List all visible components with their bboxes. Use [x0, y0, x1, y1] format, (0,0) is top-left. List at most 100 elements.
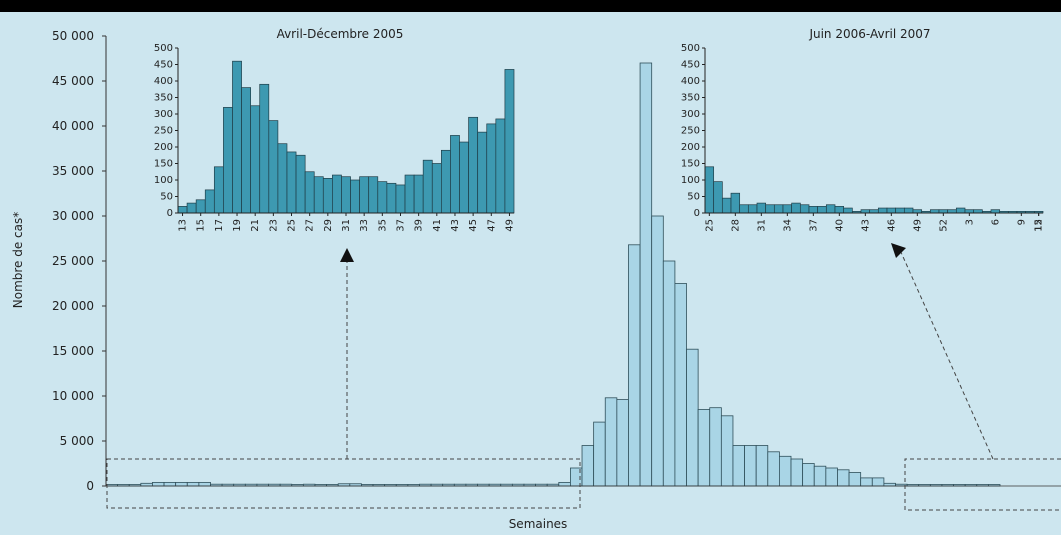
main-y-tick-label: 30 000	[52, 209, 94, 223]
inset-bar	[241, 87, 251, 214]
top-border	[0, 0, 1061, 12]
main-bar	[604, 397, 618, 487]
main-bar	[697, 409, 711, 487]
main-bar	[825, 467, 838, 487]
inset-bar	[713, 181, 723, 214]
inset-bar	[756, 202, 767, 214]
inset-bar	[825, 204, 836, 214]
inset-bar	[395, 184, 406, 214]
inset-y-tick-label: 0	[167, 208, 173, 219]
inset-bar	[773, 204, 784, 214]
inset-bar	[721, 197, 732, 214]
inset-bar	[782, 204, 793, 214]
main-bar	[198, 481, 211, 487]
main-bar	[581, 445, 595, 487]
inset-x-tick-label: 43	[860, 219, 871, 232]
x-axis-label: Semaines	[509, 517, 568, 531]
main-bar	[779, 455, 792, 487]
inset-bar	[268, 120, 279, 214]
inset-x-tick-label: 15	[1034, 219, 1045, 232]
inset-y-tick-label: 150	[681, 159, 700, 170]
inset-x-tick-label: 23	[268, 219, 279, 232]
main-y-tick-label: 20 000	[52, 299, 94, 313]
main-y-tick-label: 10 000	[52, 389, 94, 403]
inset-x-tick-label: 35	[377, 219, 388, 232]
main-bar	[720, 415, 734, 487]
inset-x-tick-label: 49	[504, 219, 515, 232]
inset-bar	[765, 204, 775, 214]
inset-x-tick-label: 19	[232, 219, 243, 232]
inset-bar	[431, 163, 442, 214]
inset-bar	[486, 123, 497, 214]
main-bar	[186, 481, 200, 487]
inset-bar	[277, 143, 288, 214]
main-bar	[593, 421, 606, 487]
inset-y-tick-label: 400	[681, 76, 700, 87]
main-y-tick-label: 5 000	[60, 434, 94, 448]
main-bar	[175, 481, 188, 487]
main-bar	[802, 463, 815, 487]
main-bar	[709, 407, 722, 487]
arrow-line-2006	[899, 249, 994, 460]
inset-bar	[704, 166, 715, 214]
main-bar	[651, 215, 664, 487]
inset-bar	[504, 69, 515, 214]
inset-bar	[386, 182, 397, 214]
inset-y-tick-label: 100	[154, 175, 173, 186]
inset-x-tick-label: 25	[704, 219, 715, 232]
inset-y-tick-label: 200	[681, 142, 700, 153]
inset-bar	[186, 202, 197, 214]
inset-bar	[250, 105, 261, 214]
main-bar	[744, 445, 757, 487]
inset-x-tick-label: 6	[990, 219, 1001, 225]
main-bar	[848, 472, 862, 487]
inset-bar	[213, 166, 224, 214]
inset-x-tick-label: 43	[450, 219, 461, 232]
main-bar	[790, 458, 804, 487]
inset-bar	[730, 192, 741, 214]
highlight-box-2005	[106, 458, 581, 509]
inset-bar	[377, 181, 388, 214]
inset-bar	[322, 178, 333, 214]
highlight-box-2006	[904, 458, 1061, 511]
inset-x-tick-label: 46	[886, 219, 897, 232]
inset-bar	[359, 176, 370, 214]
inset-bar	[368, 176, 379, 214]
inset-y-tick-label: 200	[154, 142, 173, 153]
inset-y-tick-label: 450	[681, 60, 700, 71]
inset-bar	[747, 204, 758, 214]
main-y-tick-label: 15 000	[52, 344, 94, 358]
inset-title-2006: Juin 2006-Avril 2007	[808, 27, 930, 41]
main-bar	[686, 348, 699, 487]
inset-x-tick-label: 37	[808, 219, 819, 232]
inset-x-tick-label: 45	[468, 219, 479, 232]
inset-y-tick-label: 300	[154, 109, 173, 120]
inset-x-tick-label: 31	[341, 219, 352, 232]
inset-x-tick-label: 12	[1034, 219, 1045, 232]
inset-bar	[477, 131, 488, 214]
inset-bar	[204, 189, 215, 214]
inset-bar	[441, 149, 451, 214]
inset-y-tick-label: 50	[687, 192, 700, 203]
main-y-tick-label: 40 000	[52, 119, 94, 133]
inset-bar	[834, 206, 845, 214]
inset-bar	[177, 206, 188, 214]
inset-bar	[808, 206, 819, 214]
inset-bar	[286, 151, 297, 214]
inset-x-tick-label: 49	[912, 219, 923, 232]
main-y-tick-labels: 50 000 45 000 40 000 35 000 30 000 25 000 20 0…	[52, 29, 106, 493]
main-bar	[152, 481, 165, 487]
inset-y-tick-label: 350	[154, 93, 173, 104]
inset-y-tick-label: 250	[681, 126, 700, 137]
inset-bar	[791, 202, 801, 214]
inset-y-tick-label: 450	[154, 60, 173, 71]
main-bar	[662, 260, 676, 487]
main-bar	[767, 451, 780, 487]
inset-bar	[232, 60, 242, 214]
inset-bar	[903, 207, 914, 214]
inset-y-tick-label: 500	[154, 43, 173, 54]
inset-x-tick-label: 37	[395, 219, 406, 232]
